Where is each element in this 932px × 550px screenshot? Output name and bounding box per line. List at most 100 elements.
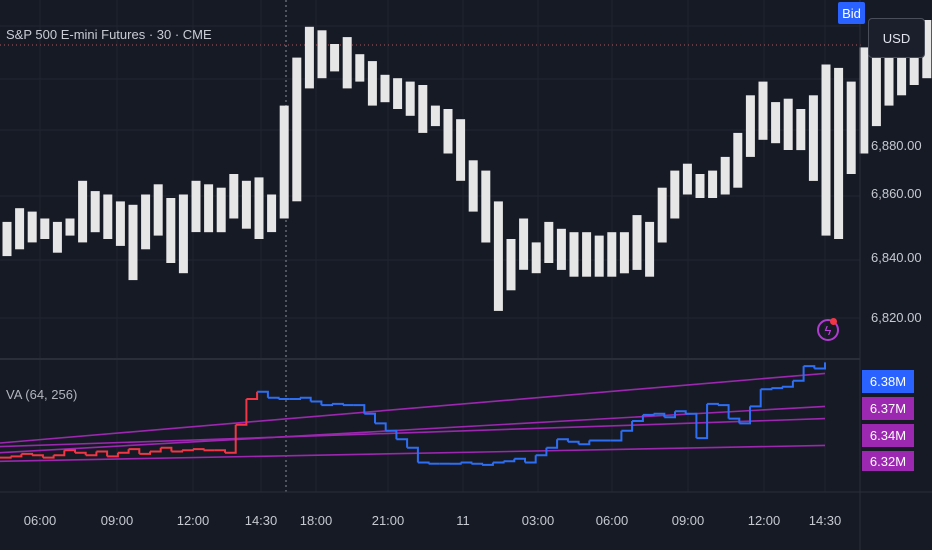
va-segment [396,438,409,448]
x-tick-label: 03:00 [521,513,555,528]
va-segment [632,414,644,422]
y-tick-label: 6,860.00 [871,186,922,201]
x-tick-label: 14:30 [808,513,842,528]
candle [582,232,592,277]
candle [141,194,151,250]
candle [166,198,176,263]
band-value-badge: 6.37M [862,397,914,420]
x-tick-label: 06:00 [23,513,57,528]
va-segment [621,421,634,432]
candle [128,204,138,281]
x-tick-label: 14:30 [244,513,278,528]
candle [670,170,680,219]
candle [367,61,377,106]
candle [897,44,907,96]
indicator-label[interactable]: VA (64, 256) [6,387,78,402]
candle [153,184,163,236]
candle [733,132,743,188]
x-tick-label: 06:00 [595,513,629,528]
candle [279,105,289,219]
candle [834,67,844,240]
va-segment [685,412,698,439]
band-value-badge: 6.32M [862,451,914,471]
x-tick-label: 18:00 [299,513,333,528]
candle [216,187,226,233]
x-tick-label: 12:00 [176,513,210,528]
candle [468,160,478,212]
candle [619,232,629,274]
va-segment [128,448,141,454]
currency-button[interactable]: USD [868,18,925,58]
x-tick-label: 09:00 [100,513,134,528]
band-value-badge: 6.34M [862,424,914,447]
va-segment [353,404,366,414]
x-tick-label: 11 [456,513,470,528]
candle [745,95,755,157]
va-band [0,417,826,448]
candle [430,105,440,127]
va-segment [546,439,559,449]
candle [52,221,62,253]
candle [229,174,239,219]
va-segment [364,412,376,424]
va-segment [150,447,162,453]
va-segment [792,366,805,382]
candle [531,242,541,274]
bid-badge[interactable]: Bid [838,2,865,24]
candle [796,109,806,151]
va-segment [85,451,98,457]
candle [254,177,264,239]
va-segment [750,389,762,408]
va-band [0,444,826,463]
va-segment [407,446,419,463]
candle [859,47,869,154]
va-segment [535,447,548,457]
candle [78,180,88,243]
va-segment [53,450,66,457]
va-segment [782,380,794,388]
y-tick-label: 6,820.00 [871,310,922,325]
va-segment [717,404,730,419]
va-bands [0,372,826,463]
candle [115,201,125,246]
chart-title: S&P 500 E-mini Futures · 30 · CME [6,27,212,42]
va-segment [653,412,666,418]
candle [191,180,201,233]
candle [481,170,491,243]
flash-icon[interactable]: ϟ [817,319,839,341]
candle [405,81,415,116]
candle [645,221,655,277]
candle [771,102,781,144]
candle [241,180,251,229]
va-segment [117,449,130,454]
candle [330,44,340,72]
x-tick-label: 12:00 [747,513,781,528]
va-segment [525,455,537,464]
notification-dot [830,318,837,325]
candle [695,174,705,198]
y-tick-label: 6,880.00 [871,138,922,153]
va-value-badge: 6.38M [862,370,914,393]
candle [544,221,554,263]
candle [443,109,453,154]
candle [267,194,277,233]
va-segment [257,390,269,398]
candle [65,218,75,236]
candle [15,208,25,250]
candle [380,74,390,103]
va-segment [664,411,676,419]
candle [569,232,579,277]
candle [2,221,12,257]
candle [846,81,856,174]
x-tick-label: 21:00 [371,513,405,528]
candle [720,156,730,195]
va-segment [96,450,109,457]
candle [821,64,831,236]
va-segment [246,391,259,400]
va-segment [385,429,398,440]
va-segment [610,430,623,442]
candle [317,30,327,79]
va-segment [739,406,751,425]
candle [204,184,214,233]
